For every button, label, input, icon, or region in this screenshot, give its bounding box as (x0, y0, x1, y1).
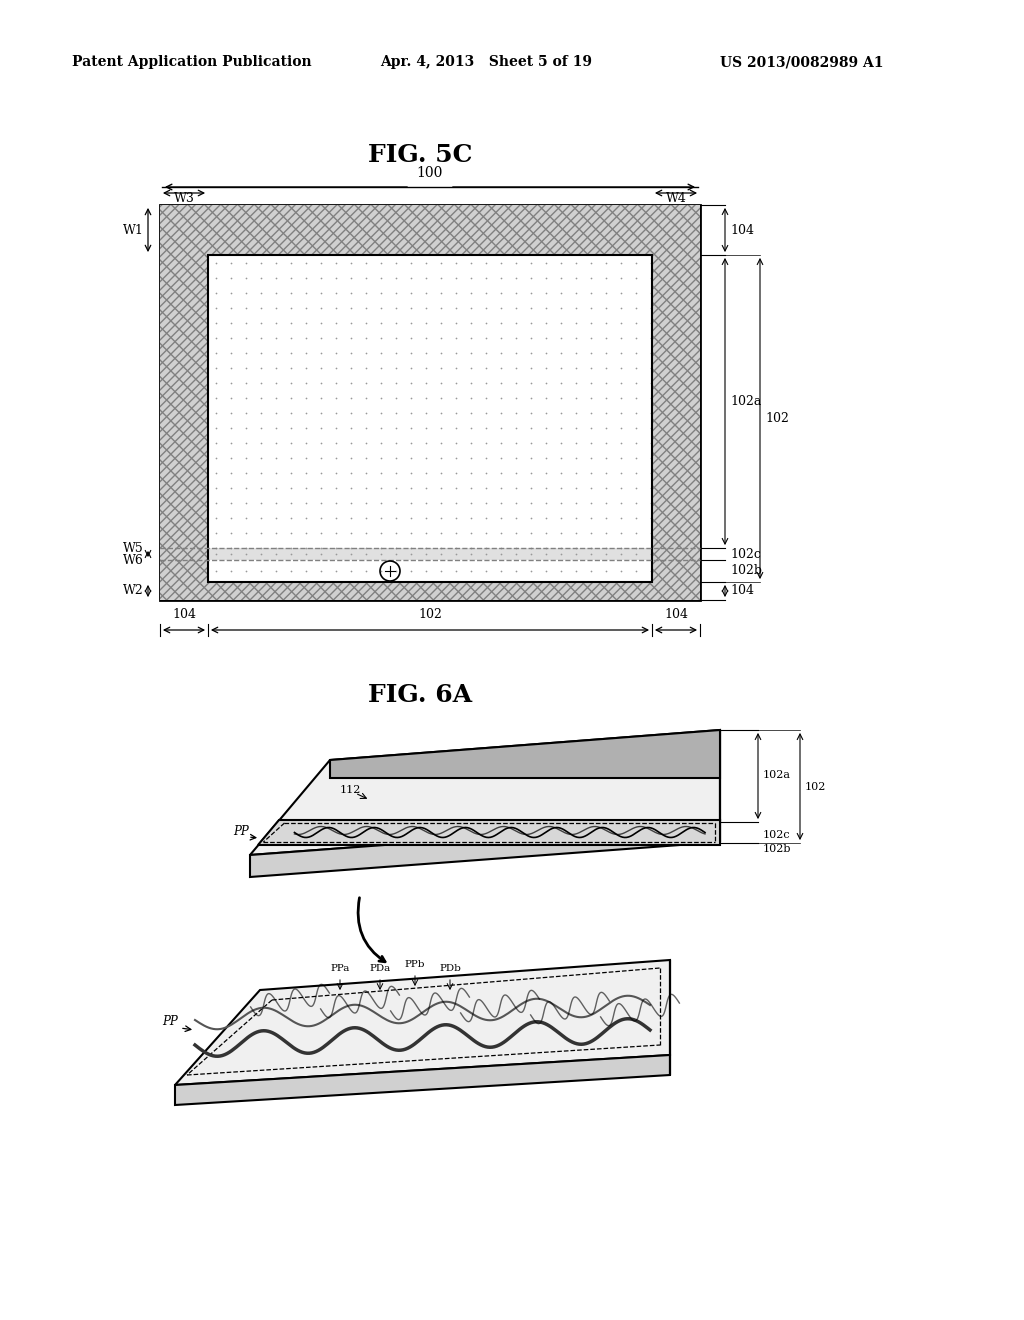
Text: W6: W6 (123, 553, 144, 566)
Bar (208, 255, 652, 582)
Text: 104: 104 (172, 609, 196, 620)
Bar (652, 255, 700, 582)
Text: FIG. 6A: FIG. 6A (368, 682, 472, 708)
Bar (160, 255, 208, 582)
Text: 102: 102 (805, 783, 826, 792)
Bar (208, 548, 652, 560)
Text: PPa: PPa (331, 964, 349, 973)
Text: W2: W2 (123, 585, 144, 598)
Bar (208, 255, 652, 548)
Text: 102b: 102b (763, 843, 792, 854)
Bar (160, 255, 208, 582)
Polygon shape (175, 960, 670, 1085)
Text: PP: PP (162, 1015, 178, 1028)
Text: US 2013/0082989 A1: US 2013/0082989 A1 (720, 55, 884, 69)
Text: W1: W1 (123, 223, 144, 236)
Polygon shape (330, 730, 720, 777)
Text: PPb: PPb (404, 960, 425, 969)
Text: Apr. 4, 2013   Sheet 5 of 19: Apr. 4, 2013 Sheet 5 of 19 (380, 55, 592, 69)
Text: 102c: 102c (730, 548, 761, 561)
Text: 104: 104 (730, 585, 754, 598)
Bar (652, 255, 700, 582)
Text: PP: PP (233, 825, 249, 838)
Bar (208, 560, 652, 582)
Text: W4: W4 (666, 191, 686, 205)
Bar (160, 582, 700, 601)
Text: 104: 104 (730, 223, 754, 236)
Text: 102: 102 (765, 412, 788, 425)
Text: 104: 104 (664, 609, 688, 620)
Text: 102c: 102c (763, 830, 791, 841)
Text: 102: 102 (418, 609, 442, 620)
Bar (160, 205, 700, 255)
Text: 100: 100 (417, 166, 443, 180)
Polygon shape (250, 820, 720, 876)
Text: PDb: PDb (439, 964, 461, 973)
Text: 102b: 102b (730, 565, 762, 578)
Polygon shape (250, 730, 720, 855)
Text: FIG. 5C: FIG. 5C (368, 143, 472, 168)
Text: Patent Application Publication: Patent Application Publication (72, 55, 311, 69)
Text: PDa: PDa (370, 964, 390, 973)
Polygon shape (258, 820, 720, 845)
Bar (160, 205, 700, 601)
Text: W3: W3 (173, 191, 195, 205)
Polygon shape (175, 1055, 670, 1105)
Text: W5: W5 (123, 541, 144, 554)
Text: 112: 112 (340, 785, 361, 795)
Text: 102a: 102a (763, 770, 791, 780)
Text: 102a: 102a (730, 395, 762, 408)
Bar (160, 205, 700, 255)
Bar (160, 582, 700, 601)
